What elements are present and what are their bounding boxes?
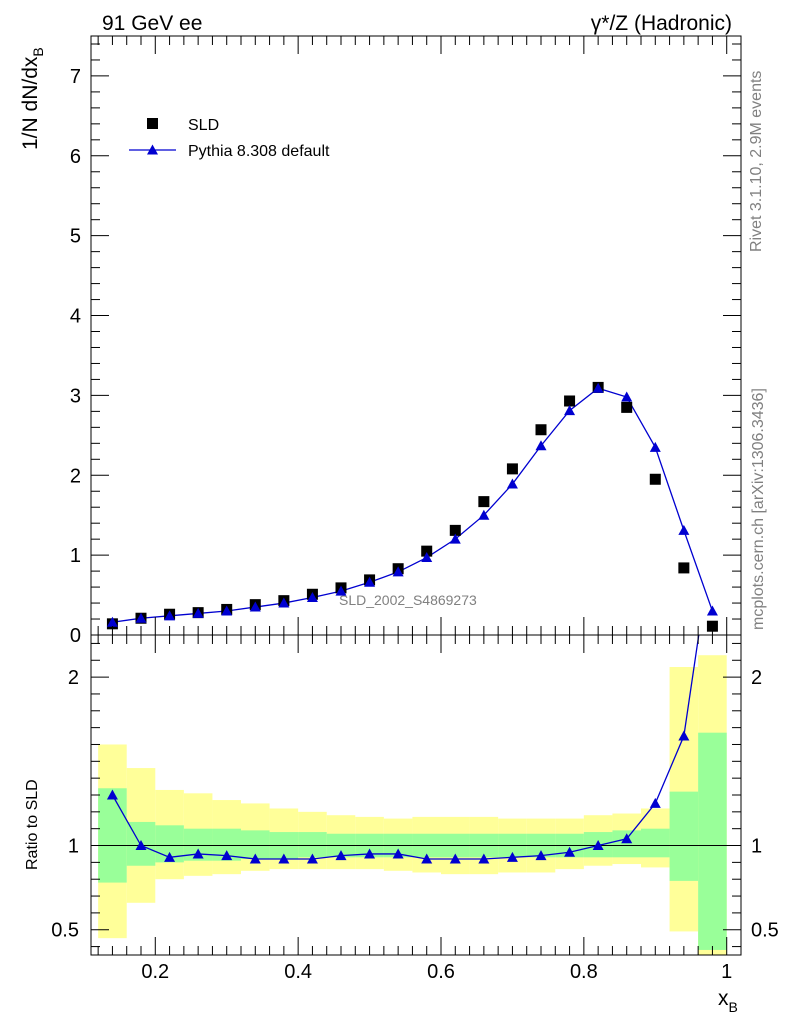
ratio-xtick-label: 1 xyxy=(721,961,732,983)
ratio-point xyxy=(564,846,576,857)
ratio-series xyxy=(106,537,718,864)
ratio-point xyxy=(592,840,604,851)
ratio-point xyxy=(649,797,661,808)
watermark: SLD_2002_S4869273 xyxy=(339,592,477,608)
pythia-point xyxy=(106,616,118,627)
ratio-point xyxy=(449,853,461,864)
mcplots-label: mcplots.cern.ch [arXiv:1306.3436] xyxy=(750,388,767,630)
ratio-xtick-label: 0.6 xyxy=(427,961,455,983)
ratio-point xyxy=(421,853,433,864)
pythia-point xyxy=(449,533,461,544)
ratio-xtick-label: 0.4 xyxy=(284,961,312,983)
ratio-point xyxy=(278,853,290,864)
ratio-point xyxy=(135,840,147,851)
ratio-line xyxy=(111,635,700,860)
legend-sld-label: SLD xyxy=(188,117,219,134)
ratio-panel: 0.2 0.4 0.6 0.8 1 0.5 0.5 1 1 2 2 xyxy=(51,537,779,983)
ratio-xtick-label: 0.2 xyxy=(141,961,169,983)
rivet-label: Rivet 3.1.10, 2.9M events xyxy=(748,71,765,252)
pythia-point xyxy=(135,612,147,623)
pythia-point xyxy=(192,607,204,618)
main-ylabel: 1/N dN/dxB xyxy=(19,47,46,150)
main-ytick-label: 3 xyxy=(70,385,81,407)
ratio-point xyxy=(506,851,518,862)
pythia-point xyxy=(392,566,404,577)
main-ytick-label: 6 xyxy=(70,146,81,168)
ratio-ytick-label-right: 2 xyxy=(751,667,762,689)
pythia-point xyxy=(164,610,176,621)
ratio-point xyxy=(106,789,118,800)
pythia-point xyxy=(678,524,690,535)
stat-band xyxy=(698,732,727,950)
legend-pythia-marker xyxy=(147,144,158,155)
ratio-point xyxy=(249,853,261,864)
sld-point xyxy=(678,562,690,574)
ratio-point xyxy=(621,833,633,844)
pythia-point xyxy=(649,441,661,452)
main-ytick-label: 1 xyxy=(70,545,81,567)
ratio-xtick-label: 0.8 xyxy=(570,961,598,983)
ratio-ytick-label-right: 0.5 xyxy=(751,920,779,942)
sld-point xyxy=(649,473,661,485)
pythia-point xyxy=(592,382,604,393)
main-ytick-label: 4 xyxy=(70,306,81,328)
ratio-point xyxy=(192,848,204,859)
stat-band xyxy=(98,788,127,883)
sld-point xyxy=(421,545,433,557)
main-ytick-label: 7 xyxy=(70,66,81,88)
ratio-point xyxy=(478,853,490,864)
pythia-point xyxy=(535,440,547,451)
uncertainty-bands xyxy=(98,655,727,955)
pythia-point xyxy=(421,552,433,563)
ratio-xlabel: xB xyxy=(718,987,738,1015)
pythia-line xyxy=(112,387,714,623)
ratio-point xyxy=(306,853,318,864)
sld-point xyxy=(478,496,490,508)
sld-point xyxy=(449,524,461,536)
ratio-ytick-label: 2 xyxy=(68,667,79,689)
legend-pythia-label: Pythia 8.308 default xyxy=(188,143,330,160)
stat-band xyxy=(298,832,327,858)
ratio-point xyxy=(678,730,690,741)
ratio-ytick-label: 0.5 xyxy=(51,920,79,942)
sld-point xyxy=(535,424,547,436)
pythia-point xyxy=(564,405,576,416)
ratio-ytick-label-right: 1 xyxy=(751,836,762,858)
main-ytick-label: 0 xyxy=(70,625,81,647)
pythia-point xyxy=(706,605,718,616)
pythia-point xyxy=(621,391,633,402)
pythia-point xyxy=(478,509,490,520)
pythia-point xyxy=(335,585,347,596)
main-ytick-label: 5 xyxy=(70,226,81,248)
ratio-point xyxy=(364,848,376,859)
ratio-point xyxy=(707,537,718,547)
ratio-point xyxy=(535,850,547,861)
ratio-ytick-label: 1 xyxy=(68,836,79,858)
stat-band xyxy=(669,791,699,881)
legend-sld-marker xyxy=(147,118,158,129)
header-right: γ*/Z (Hadronic) xyxy=(591,12,732,35)
main-ytick-label: 2 xyxy=(70,465,81,487)
sld-point xyxy=(506,463,518,475)
pythia-point xyxy=(221,605,233,616)
ratio-point xyxy=(164,851,176,862)
pythia-point xyxy=(278,597,290,608)
ratio-ylabel: Ratio to SLD xyxy=(24,779,41,870)
ratio-point xyxy=(335,850,347,861)
legend: SLD Pythia 8.308 default xyxy=(129,117,330,160)
stat-band xyxy=(641,828,670,858)
pythia-point xyxy=(506,478,518,489)
main-panel: 0 1 2 3 4 5 6 7 xyxy=(70,35,742,647)
pythia-point xyxy=(364,576,376,587)
ratio-point xyxy=(392,848,404,859)
pythia-point xyxy=(306,591,318,602)
sld-point xyxy=(564,395,576,407)
sld-point xyxy=(621,401,633,413)
header-left: 91 GeV ee xyxy=(102,12,202,35)
ratio-point xyxy=(221,850,233,861)
pythia-point xyxy=(249,601,261,612)
